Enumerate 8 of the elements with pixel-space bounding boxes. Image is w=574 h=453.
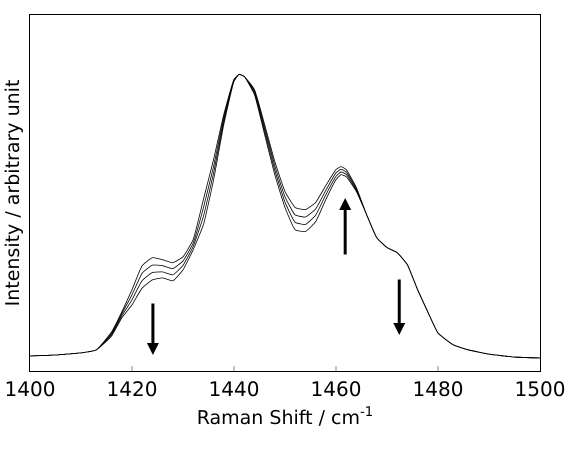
x-tick-label: 1480 <box>412 377 464 401</box>
x-tick-label: 1460 <box>310 377 362 401</box>
x-axis-title: Raman Shift / cm$^{-1}$ <box>196 404 374 429</box>
x-tick-label: 1500 <box>514 377 566 401</box>
y-axis-title: Intensity / arbitrary unit <box>2 80 24 306</box>
x-tick-label: 1420 <box>106 377 158 401</box>
x-tick-label: 1400 <box>4 377 56 401</box>
x-tick-label: 1440 <box>208 377 260 401</box>
